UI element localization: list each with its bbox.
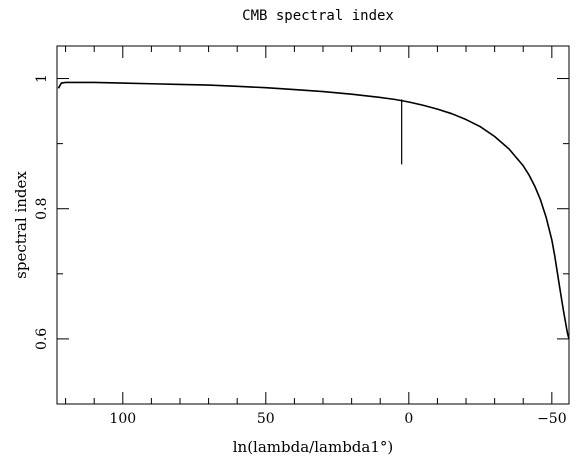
y-tick-label: 0.8 <box>34 198 50 220</box>
x-tick-label: −50 <box>537 411 567 427</box>
x-tick-label: 100 <box>109 411 136 427</box>
x-axis-label: ln(lambda/lambda1°) <box>233 438 393 456</box>
y-axis-label: spectral index <box>12 171 30 279</box>
y-axis-ticks: 1 0.8 0.6 <box>34 74 569 405</box>
series-lines <box>57 81 570 340</box>
x-tick-label: 50 <box>257 411 275 427</box>
series-line-0 <box>57 81 570 340</box>
y-tick-label: 0.6 <box>34 328 50 350</box>
x-tick-label: 0 <box>404 411 413 427</box>
plot-frame <box>56 45 570 405</box>
y-tick-label: 1 <box>34 74 50 83</box>
chart-title: CMB spectral index <box>242 8 394 24</box>
x-axis-ticks: 100 50 0 −50 <box>65 46 567 427</box>
